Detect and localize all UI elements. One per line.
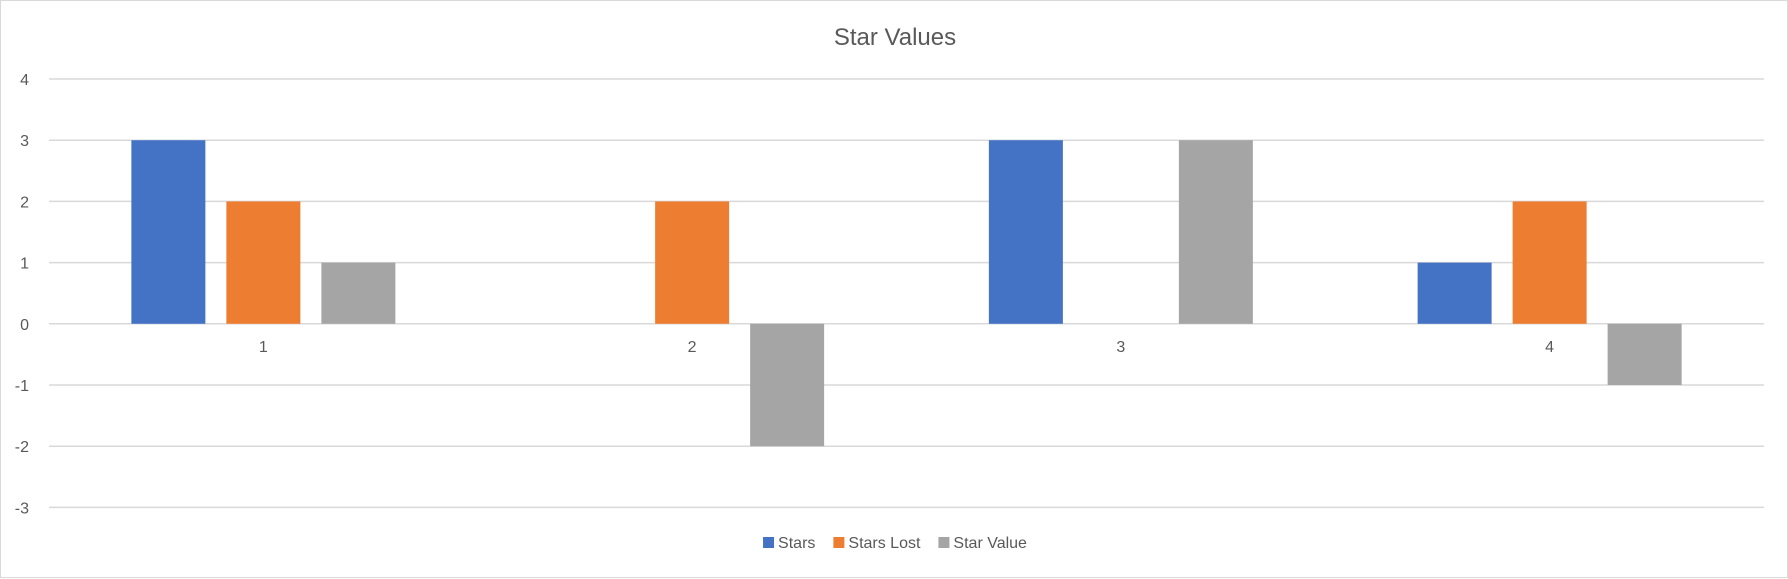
y-tick-label: 3 <box>20 133 29 150</box>
legend-item-stars-lost: Stars Lost <box>833 535 921 552</box>
bar-stars-4 <box>1417 262 1492 324</box>
bar-star-value-1 <box>321 262 396 324</box>
bar-stars-3 <box>988 140 1063 324</box>
x-axis-tick-labels: 1 2 3 4 <box>259 339 1554 356</box>
y-tick-label: -1 <box>15 378 29 395</box>
x-tick-label: 3 <box>1116 339 1125 356</box>
legend-label: Stars Lost <box>848 535 921 552</box>
legend-swatch <box>938 537 950 548</box>
bar-stars-lost-4 <box>1512 201 1587 324</box>
bar-stars-lost-2 <box>655 201 730 324</box>
x-tick-label: 1 <box>259 339 268 356</box>
chart-title: Star Values <box>834 24 956 51</box>
legend-swatch <box>763 537 775 548</box>
y-tick-label: 2 <box>20 194 29 211</box>
legend-swatch <box>833 537 845 548</box>
bar-stars-1 <box>131 140 206 324</box>
y-tick-label: -3 <box>15 500 29 517</box>
bar-stars-lost-1 <box>226 201 301 324</box>
legend: Stars Stars Lost Star Value <box>763 535 1027 552</box>
x-tick-label: 2 <box>688 339 697 356</box>
bar-star-value-3 <box>1178 140 1253 324</box>
y-tick-label: 0 <box>20 317 29 334</box>
y-axis-tick-labels: 4 3 2 1 0 -1 -2 -3 <box>15 72 29 517</box>
gridlines <box>49 78 1764 509</box>
x-tick-label: 4 <box>1545 339 1554 356</box>
legend-item-star-value: Star Value <box>938 535 1027 552</box>
bars <box>131 140 1682 447</box>
legend-label: Stars <box>778 535 815 552</box>
y-tick-label: -2 <box>15 439 29 456</box>
y-tick-label: 4 <box>20 72 29 89</box>
bar-star-value-2 <box>750 323 825 447</box>
legend-label: Star Value <box>953 535 1027 552</box>
y-tick-label: 1 <box>20 256 29 273</box>
legend-item-stars: Stars <box>763 535 815 552</box>
bar-star-value-4 <box>1607 323 1682 385</box>
